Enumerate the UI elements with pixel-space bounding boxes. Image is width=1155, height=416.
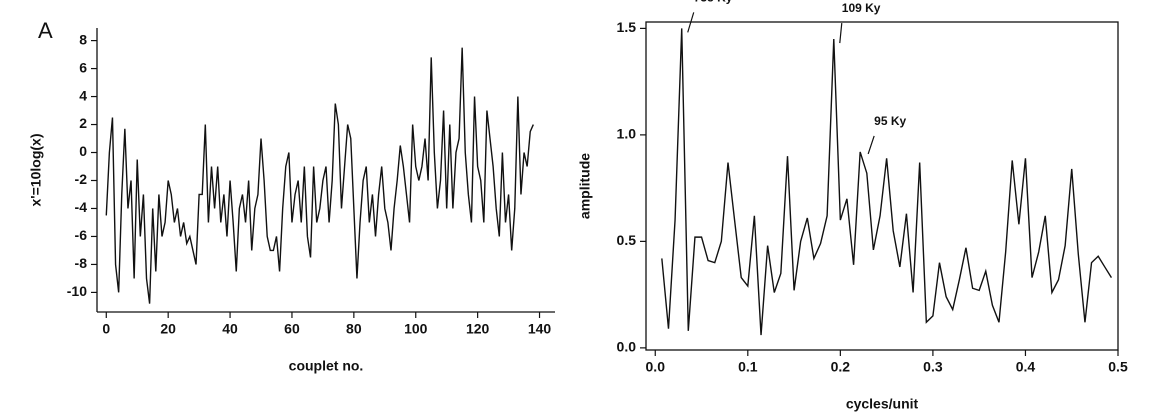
x-tick-label: 0.3 [923, 359, 943, 375]
x-tick-label: 120 [466, 321, 490, 337]
annotation-leader [839, 22, 843, 44]
y-tick-label: -8 [75, 255, 88, 271]
x-axis-label: cycles/unit [846, 396, 919, 412]
y-tick-label: 0.5 [617, 232, 637, 248]
y-tick-label: -2 [75, 171, 88, 187]
y-tick-label: 8 [79, 31, 87, 47]
y-tick-label: 1.0 [617, 126, 637, 142]
annotation-leader [687, 12, 695, 33]
data-line [105, 47, 534, 304]
y-tick-label: -4 [75, 199, 88, 215]
plot-frame [645, 21, 1119, 351]
y-tick-label: 2 [79, 115, 87, 131]
x-tick-label: 0.5 [1108, 359, 1128, 375]
y-tick-label: -6 [75, 227, 88, 243]
x-tick-label: 140 [528, 321, 552, 337]
y-tick-label: 1.5 [617, 19, 637, 35]
y-tick-label: 0 [79, 143, 87, 159]
x-tick-label: 80 [346, 321, 362, 337]
y-axis-label: x'=10log(x) [28, 134, 44, 207]
annotation-leader [867, 135, 875, 155]
annotation: 735 Ky [694, 0, 733, 5]
x-axis-label: couplet no. [289, 358, 364, 374]
x-tick-label: 0 [102, 321, 110, 337]
annotation: 95 Ky [874, 114, 906, 128]
panel-label: A [38, 18, 53, 43]
x-tick-label: 0.2 [831, 359, 851, 375]
y-tick-label: 6 [79, 59, 87, 75]
y-tick-label: 4 [79, 87, 87, 103]
annotation: 109 Ky [842, 1, 881, 15]
x-tick-label: 20 [160, 321, 176, 337]
x-tick-label: 0.4 [1016, 359, 1036, 375]
y-tick-label: 0.0 [617, 339, 637, 355]
x-tick-label: 0.1 [738, 359, 758, 375]
y-tick-label: -10 [67, 283, 87, 299]
x-tick-label: 0.0 [646, 359, 666, 375]
x-tick-label: 100 [404, 321, 428, 337]
y-axis-label: amplitude [577, 153, 593, 219]
data-line [661, 28, 1113, 336]
x-tick-label: 60 [284, 321, 300, 337]
x-tick-label: 40 [222, 321, 238, 337]
